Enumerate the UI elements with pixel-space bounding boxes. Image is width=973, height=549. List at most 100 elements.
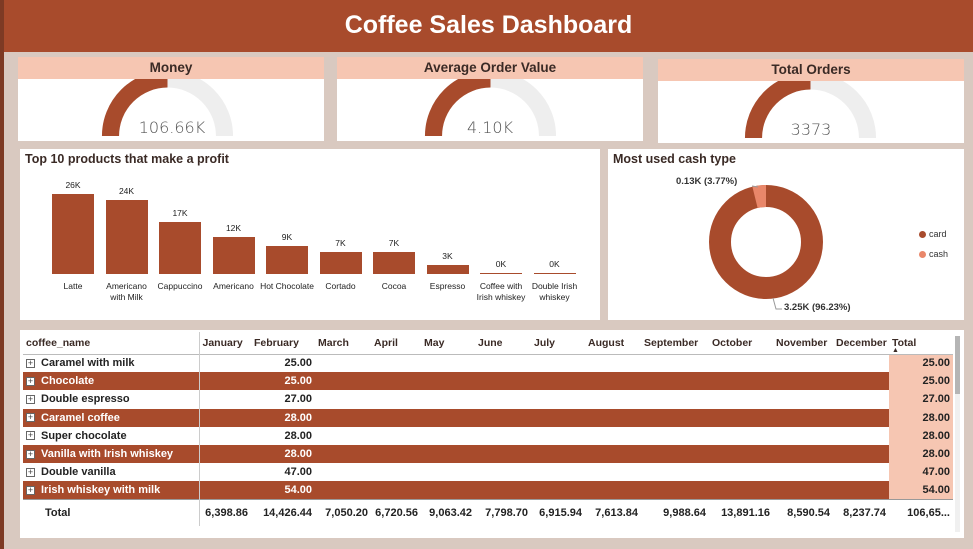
table-row[interactable]: + Irish whiskey with milk 54.00 54.00 <box>23 481 953 500</box>
cell-total: 47.00 <box>889 463 953 482</box>
cell-empty <box>709 444 773 464</box>
bar-data-label: 7K <box>388 238 400 249</box>
expand-icon[interactable]: + <box>26 466 35 477</box>
column-header[interactable]: coffee_name <box>23 332 200 354</box>
cell-empty <box>371 408 421 427</box>
cell-empty <box>641 427 709 445</box>
expand-icon[interactable]: + <box>26 484 35 495</box>
bar-americano-with-milk[interactable] <box>105 200 148 274</box>
bar-cappuccino[interactable] <box>159 221 201 274</box>
column-header[interactable]: November <box>776 336 828 349</box>
row-name-cell: + Chocolate <box>23 372 200 391</box>
total-header-label: Total <box>892 336 917 349</box>
table-row[interactable]: + Double vanilla 47.00 47.00 <box>23 463 953 482</box>
bar-espresso[interactable] <box>426 264 469 274</box>
bar-hot-chocolate[interactable] <box>266 246 308 274</box>
card-data-label: 3.25K (96.23%) <box>784 302 851 313</box>
column-header[interactable]: December <box>836 336 887 349</box>
cell-empty <box>421 444 475 464</box>
table-row[interactable]: + Super chocolate 28.00 28.00 <box>23 426 953 445</box>
bar-cocoa[interactable] <box>373 252 415 274</box>
total-cell: 6,720.56 <box>371 499 421 526</box>
column-header[interactable]: February <box>254 336 299 349</box>
bar-americano[interactable] <box>212 237 255 274</box>
cash-type-donut <box>709 185 823 310</box>
column-header[interactable]: July <box>534 336 556 349</box>
total-cell: 106,65... <box>889 499 953 526</box>
cell-empty <box>531 463 585 481</box>
bar-data-label: 17K <box>172 207 188 218</box>
left-edge <box>0 0 4 549</box>
cell-empty <box>585 354 641 372</box>
cell-empty <box>475 372 531 391</box>
table-row[interactable]: + Double espresso 27.00 27.00 <box>23 390 953 409</box>
cell-total: 28.00 <box>889 408 953 427</box>
table-row[interactable]: + Vanilla with Irish whiskey 28.00 28.00 <box>23 444 953 464</box>
bar-double-irish-whiskey[interactable] <box>533 272 576 274</box>
column-header[interactable]: January <box>202 336 243 349</box>
row-name: Caramel with milk <box>41 357 135 370</box>
bar-cortado[interactable] <box>319 252 362 274</box>
top-products-panel[interactable]: Top 10 products that make a profit 26K La… <box>20 149 600 320</box>
bar-category-label: Americano with Milk <box>106 281 147 302</box>
bar-category-label: Espresso <box>429 281 466 291</box>
column-header-total[interactable]: Total ▲ <box>889 332 953 354</box>
column-header[interactable]: April <box>374 336 398 349</box>
cell-empty <box>709 372 773 391</box>
kpi-orders-card[interactable]: Total Orders 3373 <box>658 59 964 143</box>
cell-total: 54.00 <box>889 481 953 500</box>
bar-category-label: Double Irish whiskey <box>531 281 578 302</box>
cell-empty <box>833 408 889 427</box>
bar-data-label: 26K <box>65 180 81 190</box>
total-cell: 7,050.20 <box>315 499 371 526</box>
expand-icon[interactable]: + <box>26 394 35 405</box>
cell-empty <box>531 408 585 427</box>
cell-empty <box>531 427 585 445</box>
kpi-money-value: 106.66K <box>138 118 206 137</box>
cell-empty <box>531 390 585 408</box>
column-header[interactable]: June <box>478 336 503 349</box>
column-header[interactable]: October <box>712 336 753 349</box>
table-row[interactable]: + Caramel coffee 28.00 28.00 <box>23 408 953 427</box>
cell-empty <box>833 354 889 372</box>
bar-data-label: 9K <box>281 232 293 243</box>
expand-icon[interactable]: + <box>26 375 35 386</box>
bar-latte[interactable] <box>52 194 94 274</box>
cell-empty <box>641 481 709 500</box>
row-name-cell: + Irish whiskey with milk <box>23 481 200 500</box>
expand-icon[interactable]: + <box>26 448 35 459</box>
kpi-money-gauge <box>101 79 234 137</box>
expand-icon[interactable]: + <box>26 430 35 441</box>
column-header[interactable]: September <box>644 336 699 349</box>
row-name: Chocolate <box>41 375 95 388</box>
expand-icon[interactable]: + <box>26 412 35 423</box>
scrollbar-thumb[interactable] <box>955 336 960 394</box>
cell-empty <box>709 481 773 500</box>
cell-empty <box>475 408 531 427</box>
row-name-cell: + Caramel with milk <box>23 354 200 373</box>
legend-card[interactable]: card <box>919 229 947 239</box>
sales-matrix-panel[interactable]: coffee_name January February March April… <box>20 330 964 538</box>
cell-january <box>199 427 251 445</box>
bar-category-label: Cortado <box>325 281 356 291</box>
bar-coffee-with-irish-whiskey[interactable] <box>480 272 522 274</box>
row-name-cell: + Super chocolate <box>23 426 200 445</box>
table-row[interactable]: + Chocolate 25.00 25.00 <box>23 372 953 391</box>
kpi-orders-value: 3373 <box>790 120 832 139</box>
cell-january <box>199 444 251 464</box>
expand-icon[interactable]: + <box>26 357 35 368</box>
legend-cash[interactable]: cash <box>919 249 948 259</box>
cash-type-title: Most used cash type <box>613 152 736 166</box>
cell-empty <box>421 372 475 391</box>
kpi-aov-card[interactable]: Average Order Value 4.10K <box>337 57 643 141</box>
legend-card-label: card <box>929 229 947 239</box>
column-header[interactable]: May <box>424 336 445 349</box>
table-row[interactable]: + Caramel with milk 25.00 25.00 <box>23 354 953 373</box>
kpi-money-card[interactable]: Money 106.66K <box>18 57 324 141</box>
cell-empty <box>421 427 475 445</box>
column-header[interactable]: March <box>318 336 349 349</box>
column-header[interactable]: August <box>588 336 625 349</box>
cell-empty <box>585 463 641 481</box>
cash-type-panel[interactable]: Most used cash type 0.13K (3.77%) 3.25K … <box>608 149 964 320</box>
table-scrollbar[interactable] <box>955 336 960 532</box>
